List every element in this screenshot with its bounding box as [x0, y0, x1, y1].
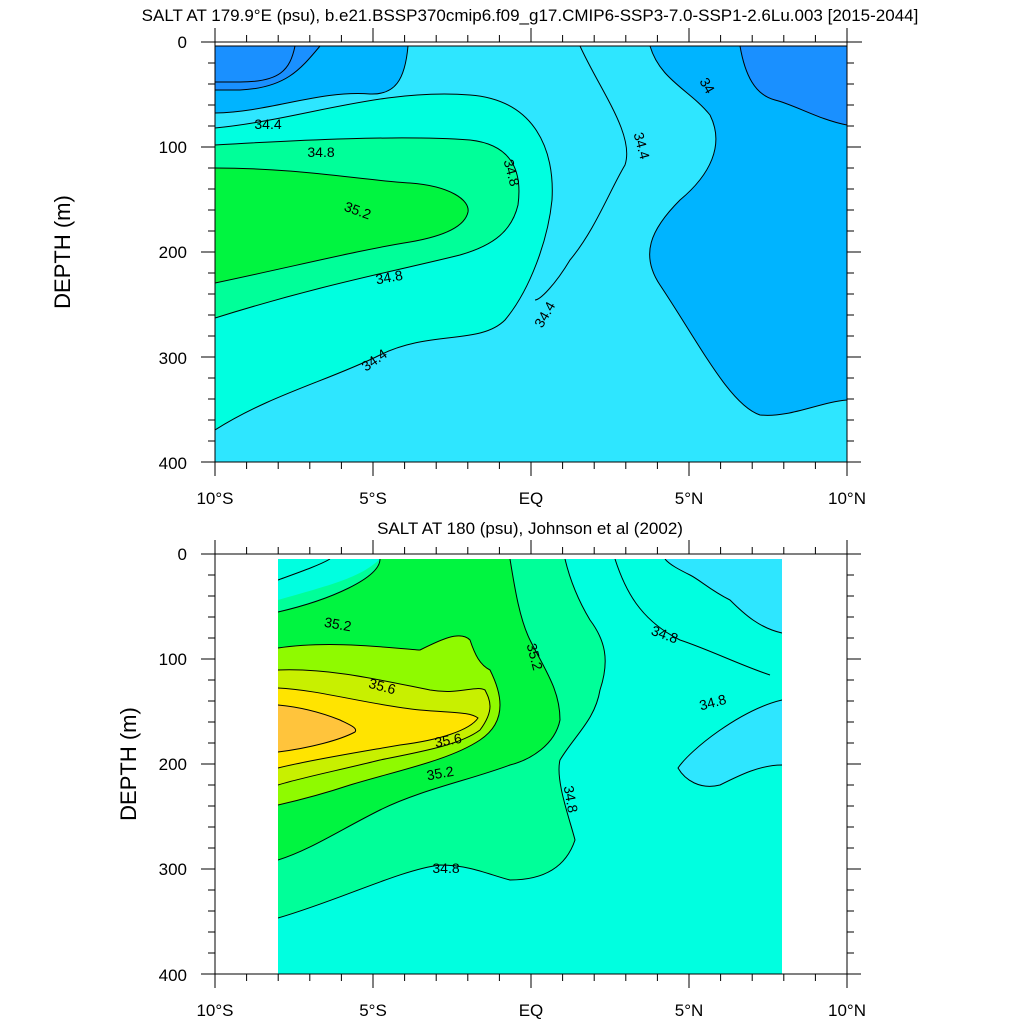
bot-xtick-5N: 5°N [675, 1001, 704, 1020]
bot-ytick-100: 100 [159, 650, 187, 669]
top-ytick-300: 300 [159, 349, 187, 368]
top-y-axis-title: DEPTH (m) [50, 195, 75, 309]
top-ytick-0: 0 [178, 33, 187, 52]
bot-contour-label-35_2-b: 35.2 [524, 641, 547, 672]
top-contour-label-34_4-a: 34.4 [254, 116, 281, 132]
bot-xtick-10N: 10°N [828, 1001, 866, 1020]
bottom-y-tick-labels: 0 100 200 300 400 [159, 545, 187, 985]
top-contour-label-34_4-b: 34.4 [631, 130, 654, 161]
top-xtick-5N: 5°N [675, 489, 704, 508]
top-band-33_6-left [215, 46, 295, 82]
top-panel: SALT AT 179.9°E (psu), b.e21.BSSP370cmip… [50, 6, 918, 508]
bottom-contour-labels: 35.2 35.2 35.2 35.6 35.6 34.8 34.8 34.8 … [323, 614, 728, 876]
bot-band-35_8 [278, 688, 478, 768]
bot-contour-label-35_2-a: 35.2 [323, 614, 353, 635]
top-contour-label-34_8-b: 34.8 [501, 157, 524, 188]
top-contour-label-34_8-c: 34.8 [374, 267, 404, 288]
bottom-panel: SALT AT 180 (psu), Johnson et al (2002) [116, 519, 866, 1020]
bot-contour-label-34_8-b: 34.8 [697, 691, 728, 714]
top-contour-fill [215, 46, 847, 462]
bot-xtick-5S: 5°S [359, 1001, 387, 1020]
top-band-33_6-right [740, 46, 847, 125]
top-y-tick-labels: 0 100 200 300 400 [159, 33, 187, 473]
top-chart-title: SALT AT 179.9°E (psu), b.e21.BSSP370cmip… [142, 6, 919, 25]
bottom-x-tick-labels: 10°S 5°S EQ 5°N 10°N [196, 1001, 866, 1020]
bot-contour-label-35_2-c: 35.2 [425, 763, 455, 784]
bot-xtick-EQ: EQ [519, 1001, 544, 1020]
bot-band-34_4-b [678, 700, 782, 787]
top-ytick-400: 400 [159, 454, 187, 473]
bottom-ticks [201, 540, 861, 988]
bottom-contour-lines [278, 559, 782, 919]
bot-contour-label-34_8-c: 34.8 [561, 784, 582, 814]
bot-ytick-0: 0 [178, 545, 187, 564]
bottom-chart-title: SALT AT 180 (psu), Johnson et al (2002) [377, 519, 683, 538]
top-ytick-100: 100 [159, 138, 187, 157]
top-xtick-EQ: EQ [519, 489, 544, 508]
top-contour-lines [215, 46, 847, 431]
bot-contour-label-35_6-a: 35.6 [367, 675, 398, 698]
top-xtick-10S: 10°S [196, 489, 233, 508]
top-band-35_2 [215, 168, 469, 283]
top-contour-label-34_8-a: 34.8 [307, 144, 334, 160]
top-ticks [201, 28, 861, 476]
top-ytick-200: 200 [159, 243, 187, 262]
top-xtick-10N: 10°N [828, 489, 866, 508]
bottom-contour-fill [278, 559, 782, 974]
top-xtick-5S: 5°S [359, 489, 387, 508]
top-contour-label-34: 34 [697, 75, 719, 97]
bot-contour-label-35_6-b: 35.6 [433, 730, 463, 751]
bot-contour-label-34_8-d: 34.8 [432, 860, 459, 876]
bot-ytick-300: 300 [159, 860, 187, 879]
top-band-34_0-right [649, 46, 847, 416]
bot-ytick-400: 400 [159, 966, 187, 985]
bot-xtick-10S: 10°S [196, 1001, 233, 1020]
bot-ytick-200: 200 [159, 755, 187, 774]
bottom-y-axis-title: DEPTH (m) [116, 707, 141, 821]
top-x-tick-labels: 10°S 5°S EQ 5°N 10°N [196, 489, 866, 508]
bot-band-36_0 [278, 705, 356, 752]
